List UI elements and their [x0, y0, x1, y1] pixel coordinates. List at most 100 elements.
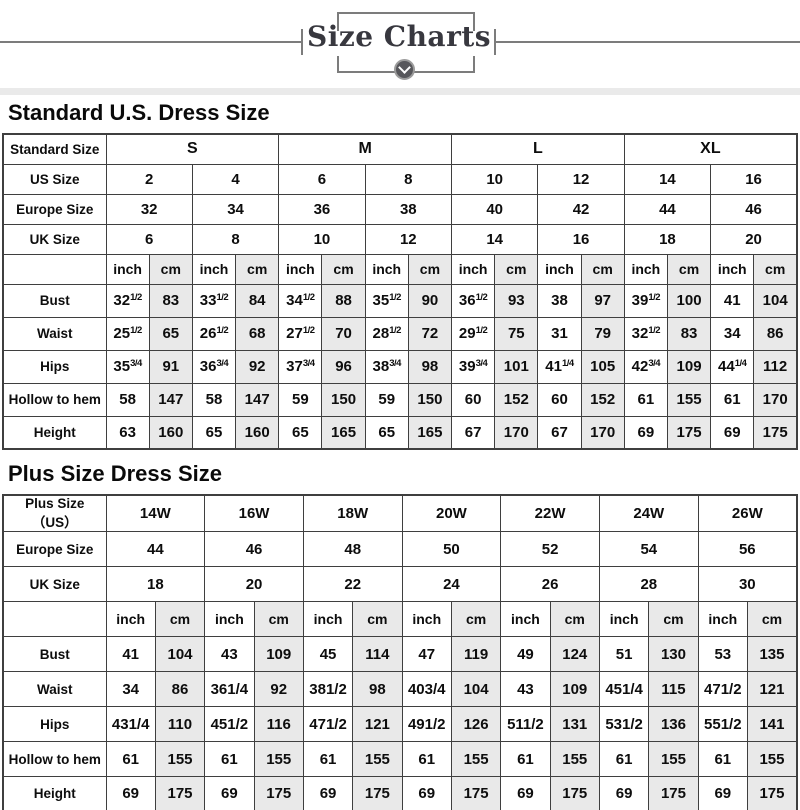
- measurement-cell: 531/2: [598, 706, 650, 742]
- measurement-cell: 351/2: [364, 283, 409, 318]
- unit-cell-cm: cm: [549, 601, 600, 637]
- chevron-down-icon: [394, 59, 415, 80]
- divider-line-left: [0, 41, 302, 43]
- measurement-cell: 124: [549, 636, 600, 672]
- size-value-cell: 18: [105, 566, 206, 602]
- measurement-cell: 97: [580, 283, 625, 318]
- size-value-cell: 32: [105, 193, 193, 225]
- unit-cell-cm: cm: [746, 601, 798, 637]
- measurement-cell: 69: [204, 776, 255, 810]
- measurement-cell: 70: [321, 316, 366, 351]
- size-group-cell: L: [451, 133, 625, 165]
- measurement-cell: 155: [549, 741, 600, 777]
- row-label: [2, 253, 107, 285]
- size-value-cell: 16: [537, 223, 625, 255]
- unit-cell-cm: cm: [666, 253, 712, 285]
- size-value-cell: 6: [105, 223, 193, 255]
- standard-table-heading: Standard U.S. Dress Size: [8, 100, 270, 125]
- measurement-cell: 155: [746, 741, 798, 777]
- section-divider: [0, 88, 800, 95]
- measurement-cell: 155: [648, 741, 699, 777]
- row-label: Hips: [2, 349, 107, 384]
- unit-cell-inch: inch: [598, 601, 650, 637]
- measurement-cell: 471/2: [697, 671, 748, 707]
- size-group-cell: XL: [623, 133, 798, 165]
- measurement-cell: 551/2: [697, 706, 748, 742]
- measurement-cell: 116: [253, 706, 304, 742]
- measurement-cell: 170: [494, 415, 539, 450]
- measurement-cell: 65: [364, 415, 409, 450]
- measurement-cell: 61: [401, 741, 452, 777]
- measurement-cell: 155: [666, 382, 712, 417]
- measurement-cell: 341/2: [278, 283, 323, 318]
- measurement-cell: 126: [450, 706, 502, 742]
- row-label: UK Size: [2, 566, 107, 602]
- size-value-cell: 8: [191, 223, 280, 255]
- measurement-cell: 431/4: [105, 706, 156, 742]
- measurement-cell: 67: [450, 415, 496, 450]
- measurement-cell: 147: [148, 382, 193, 417]
- fraction-superscript: 1/2: [130, 325, 142, 336]
- size-value-cell: 12: [537, 163, 625, 195]
- divider-tick-right: [494, 29, 496, 55]
- unit-cell-inch: inch: [278, 253, 323, 285]
- measurement-cell: 383/4: [364, 349, 409, 384]
- unit-cell-cm: cm: [494, 253, 539, 285]
- measurement-cell: 471/2: [302, 706, 354, 742]
- size-value-cell: 10: [450, 163, 539, 195]
- unit-cell-inch: inch: [105, 253, 150, 285]
- measurement-cell: 38: [537, 283, 582, 318]
- fraction-superscript: 1/2: [216, 292, 229, 303]
- measurement-cell: 58: [191, 382, 237, 417]
- measurement-cell: 155: [450, 741, 502, 777]
- measurement-cell: 34: [105, 671, 156, 707]
- measurement-cell: 321/2: [105, 283, 150, 318]
- measurement-cell: 155: [253, 741, 304, 777]
- unit-cell-cm: cm: [253, 601, 304, 637]
- size-value-cell: 44: [623, 193, 712, 225]
- measurement-cell: 115: [648, 671, 699, 707]
- measurement-cell: 121: [352, 706, 403, 742]
- measurement-cell: 31: [537, 316, 582, 351]
- unit-cell-cm: cm: [352, 601, 403, 637]
- measurement-cell: 110: [154, 706, 206, 742]
- standard-size-table-grid: Standard Size S M L XL US Size 2 4 6 8 10 12 14 16 Eur…: [2, 133, 798, 450]
- measurement-cell: 61: [500, 741, 551, 777]
- measurement-cell: 53: [697, 636, 748, 672]
- measurement-cell: 165: [407, 415, 453, 450]
- measurement-cell: 271/2: [278, 316, 323, 351]
- size-value-cell: 30: [697, 566, 798, 602]
- measurement-cell: 65: [278, 415, 323, 450]
- measurement-cell: 61: [204, 741, 255, 777]
- measurement-cell: 160: [148, 415, 193, 450]
- measurement-cell: 100: [666, 283, 712, 318]
- size-value-cell: 14: [623, 163, 712, 195]
- measurement-cell: 67: [537, 415, 582, 450]
- measurement-cell: 130: [648, 636, 699, 672]
- standard-size-table: Standard Size S M L XL US Size 2 4 6 8 10 12 14 16 Eur…: [2, 133, 798, 450]
- measurement-cell: 441/4: [710, 349, 755, 384]
- measurement-cell: 96: [321, 349, 366, 384]
- measurement-cell: 69: [105, 776, 156, 810]
- unit-cell-inch: inch: [191, 253, 237, 285]
- size-value-cell: 20: [710, 223, 798, 255]
- measurement-cell: 98: [352, 671, 403, 707]
- measurement-cell: 281/2: [364, 316, 409, 351]
- row-label: Plus Size （US）: [2, 494, 107, 532]
- measurement-cell: 69: [302, 776, 354, 810]
- measurement-cell: 60: [537, 382, 582, 417]
- measurement-cell: 109: [666, 349, 712, 384]
- measurement-cell: 104: [753, 283, 798, 318]
- row-label: Hips: [2, 706, 107, 742]
- size-value-cell: 44: [105, 531, 206, 567]
- fraction-superscript: 1/2: [302, 325, 315, 336]
- measurement-cell: 361/4: [204, 671, 255, 707]
- measurement-cell: 69: [697, 776, 748, 810]
- divider-line-right: [496, 41, 800, 43]
- measurement-cell: 131: [549, 706, 600, 742]
- measurement-cell: 321/2: [623, 316, 668, 351]
- unit-cell-cm: cm: [648, 601, 699, 637]
- measurement-cell: 175: [746, 776, 798, 810]
- size-value-cell: 24: [401, 566, 502, 602]
- unit-cell-cm: cm: [321, 253, 366, 285]
